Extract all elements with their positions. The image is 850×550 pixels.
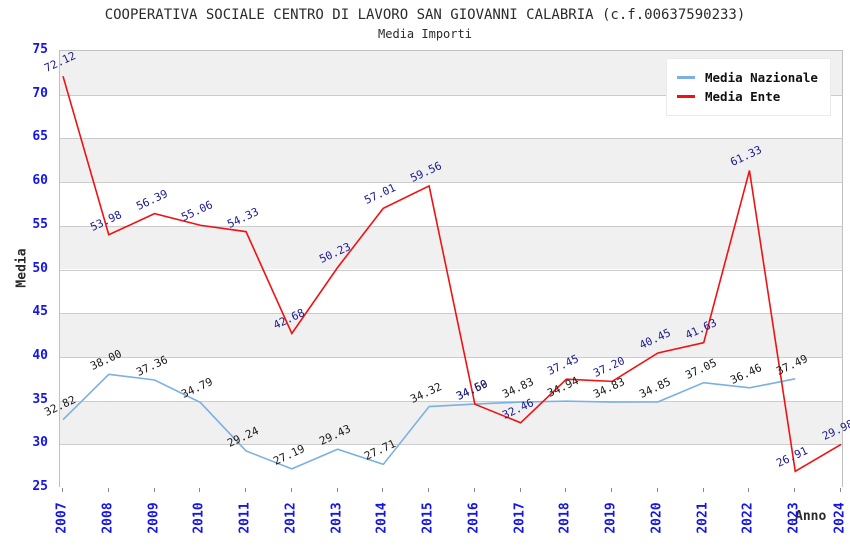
gridline bbox=[60, 225, 842, 227]
y-tick-label: 75 bbox=[32, 42, 48, 57]
legend-item-media-ente: Media Ente bbox=[677, 89, 818, 104]
x-tick-mark bbox=[794, 488, 796, 492]
y-tick-label: 35 bbox=[32, 391, 48, 407]
legend-label: Media Ente bbox=[705, 89, 781, 104]
x-tick-mark bbox=[245, 488, 247, 492]
y-tick-label: 50 bbox=[32, 260, 48, 276]
x-tick-label: 2016 bbox=[466, 502, 482, 534]
plot-band bbox=[60, 182, 842, 226]
gridline bbox=[60, 356, 842, 358]
x-tick-label: 2019 bbox=[603, 502, 619, 534]
gridline bbox=[60, 444, 842, 446]
x-tick-mark bbox=[428, 488, 430, 492]
x-tick-mark bbox=[656, 488, 658, 492]
x-tick-label: 2008 bbox=[100, 502, 116, 534]
x-tick-mark bbox=[199, 488, 201, 492]
y-tick-label: 45 bbox=[32, 304, 48, 320]
gridline bbox=[60, 182, 842, 184]
media-ente-line bbox=[62, 75, 842, 473]
x-axis-label: Anno bbox=[795, 509, 827, 524]
y-tick-label: 25 bbox=[32, 479, 48, 494]
x-tick-label: 2010 bbox=[191, 502, 207, 534]
x-tick-mark bbox=[473, 488, 475, 492]
x-tick-label: 2020 bbox=[649, 502, 665, 534]
gridline bbox=[60, 269, 842, 271]
x-tick-label: 2023 bbox=[786, 502, 802, 534]
x-tick-label: 2009 bbox=[146, 502, 162, 534]
x-tick-mark bbox=[290, 488, 292, 492]
media-nazionale-line bbox=[62, 373, 796, 470]
legend: Media Nazionale Media Ente bbox=[666, 58, 831, 116]
plot-band bbox=[60, 138, 842, 183]
y-tick-label: 55 bbox=[32, 216, 48, 232]
x-tick-label: 2013 bbox=[329, 502, 345, 534]
gridline bbox=[60, 400, 842, 402]
y-tick-label: 65 bbox=[32, 129, 48, 145]
x-tick-mark bbox=[840, 488, 841, 492]
x-tick-label: 2007 bbox=[54, 502, 70, 534]
x-tick-label: 2022 bbox=[740, 502, 756, 534]
plot-band bbox=[60, 356, 842, 401]
x-tick-label: 2021 bbox=[695, 502, 711, 534]
gridline bbox=[60, 313, 842, 315]
x-tick-mark bbox=[519, 488, 521, 492]
x-tick-mark bbox=[702, 488, 704, 492]
plot-area: 32.82 38.00 37.36 34.79 29.24 27.19 29.43 27.71… bbox=[42, 49, 850, 488]
x-tick-label: 2024 bbox=[832, 502, 848, 534]
plot-band bbox=[60, 444, 842, 488]
x-tick-mark bbox=[336, 488, 338, 492]
x-tick-label: 2017 bbox=[512, 502, 528, 534]
x-tick-mark bbox=[107, 488, 109, 492]
x-tick-mark bbox=[153, 488, 155, 492]
legend-label: Media Nazionale bbox=[705, 70, 818, 85]
media-nazionale-line-swatch bbox=[677, 76, 695, 79]
x-tick-mark bbox=[382, 488, 384, 492]
gridline bbox=[60, 138, 842, 140]
series-lines bbox=[62, 75, 842, 473]
legend-item-media-nazionale: Media Nazionale bbox=[677, 70, 818, 85]
x-tick-label: 2015 bbox=[420, 502, 436, 534]
y-tick-label: 40 bbox=[32, 347, 48, 363]
plot-band bbox=[60, 313, 842, 357]
x-tick-label: 2018 bbox=[557, 502, 573, 534]
y-tick-label: 70 bbox=[32, 85, 48, 101]
plot-band bbox=[60, 400, 842, 445]
x-tick-mark bbox=[748, 488, 750, 492]
x-tick-mark bbox=[62, 488, 63, 492]
x-tick-mark bbox=[611, 488, 613, 492]
chart-title: COOPERATIVA SOCIALE CENTRO DI LAVORO SAN… bbox=[104, 7, 746, 23]
x-tick-label: 2012 bbox=[283, 502, 299, 534]
chart-subtitle: Media Importi bbox=[378, 27, 472, 41]
y-tick-label: 60 bbox=[32, 173, 48, 189]
plot-band bbox=[60, 225, 842, 270]
gridline bbox=[60, 94, 842, 96]
media-ente-line-swatch bbox=[677, 95, 695, 98]
x-tick-label: 2011 bbox=[237, 502, 253, 534]
x-tick-label: 2014 bbox=[374, 502, 390, 534]
y-tick-label: 30 bbox=[32, 435, 48, 451]
x-tick-mark bbox=[565, 488, 567, 492]
